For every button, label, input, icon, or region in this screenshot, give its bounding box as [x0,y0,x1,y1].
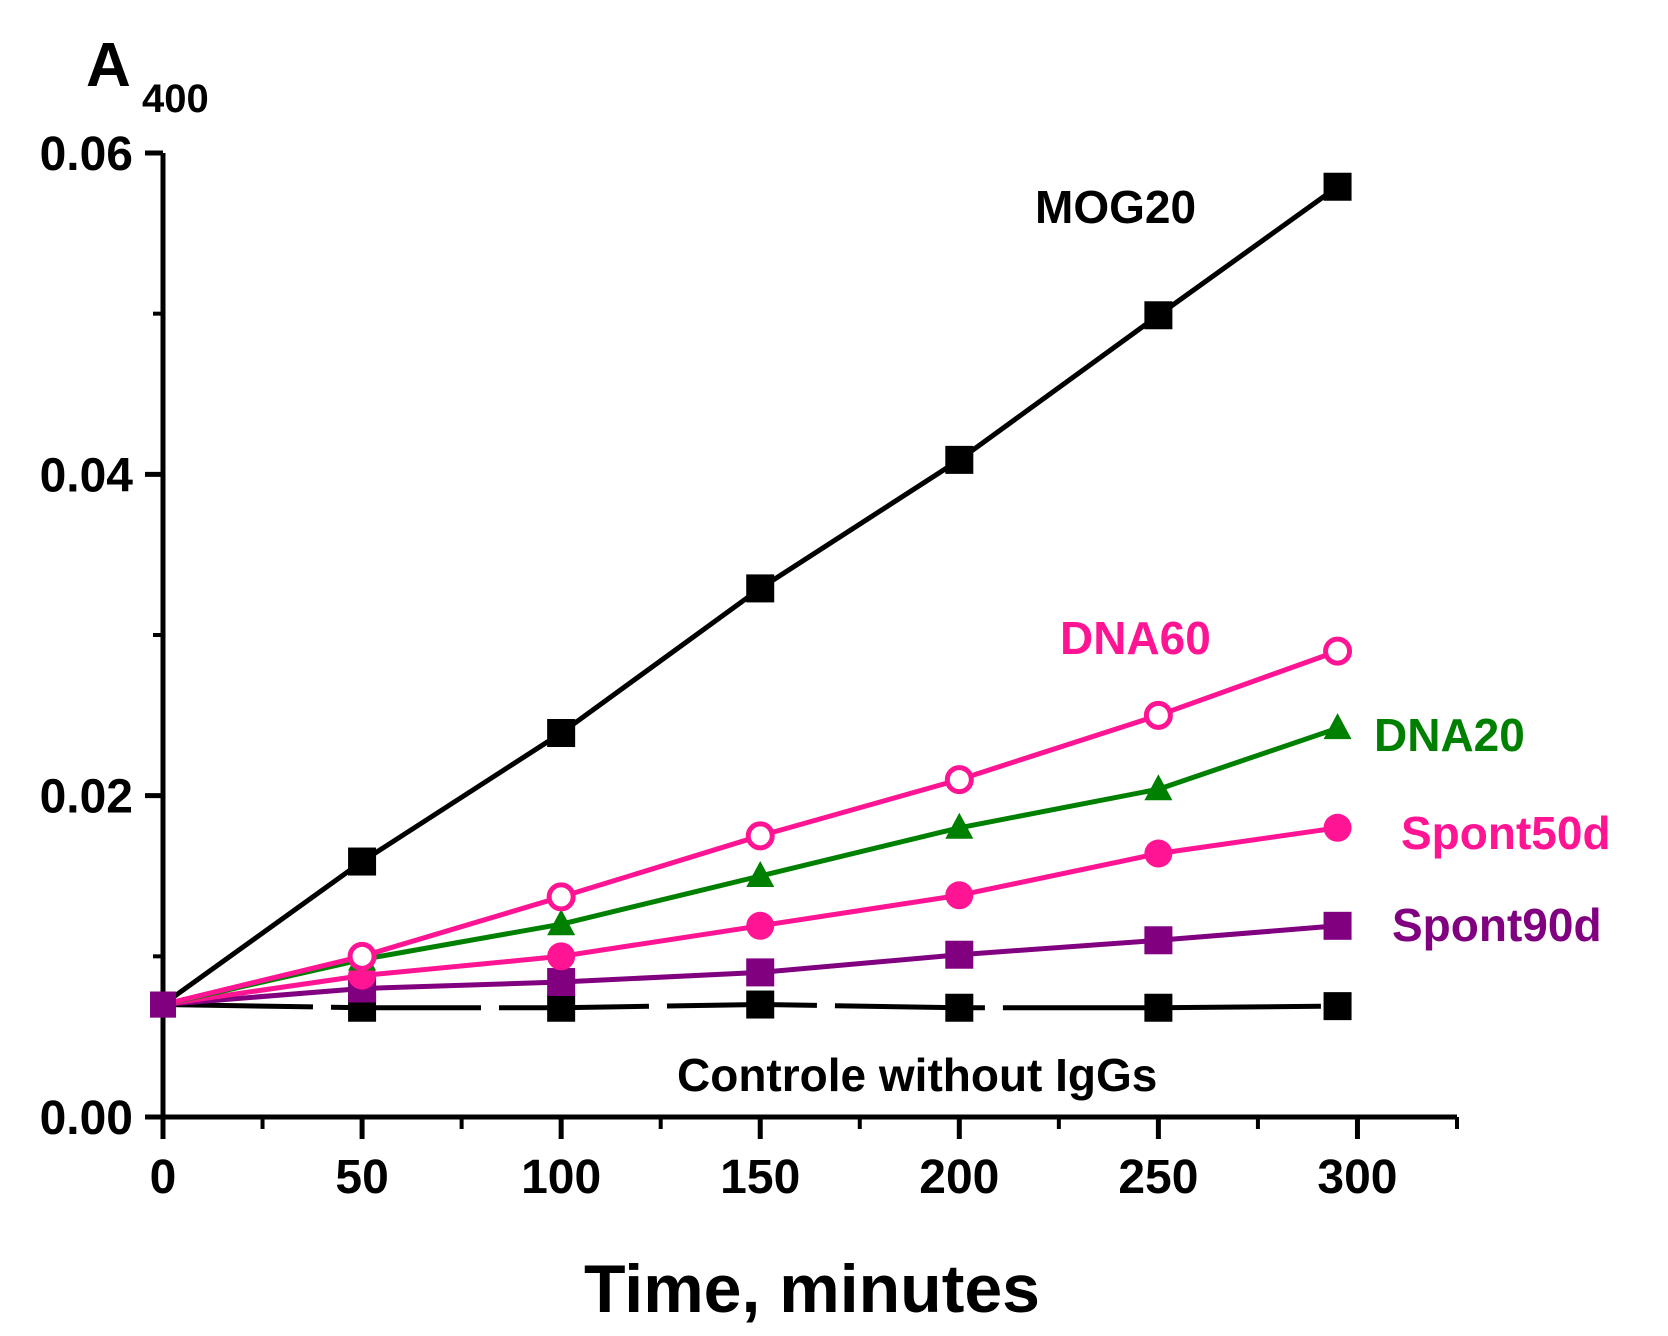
series-label-dna60: DNA60 [1060,612,1211,664]
data-point [547,942,576,971]
x-tick-label: 150 [720,1151,800,1204]
y-axis-title: A [86,31,131,100]
x-tick-label: 100 [521,1151,601,1204]
data-point [547,719,576,748]
y-axis-title-subscript: 400 [142,77,209,121]
y-tick-label: 0.00 [40,1092,133,1145]
data-point [746,861,775,887]
data-point [348,847,377,876]
x-tick-label: 0 [150,1151,177,1204]
data-point [1323,172,1352,201]
data-point [746,958,775,987]
data-point [1143,700,1173,730]
series-mog20 [150,172,1352,1018]
series-label-dna20: DNA20 [1374,709,1525,761]
data-point [1323,911,1352,940]
data-point [1144,993,1173,1022]
x-tick-label: 50 [335,1151,388,1204]
data-point [150,991,176,1018]
y-tick-label: 0.02 [40,771,133,824]
data-point [1144,839,1173,868]
data-point [1323,813,1352,842]
data-point [1323,713,1352,740]
data-point [547,909,576,936]
series-controle-without-iggs [150,990,1352,1022]
x-tick-label: 200 [919,1151,999,1204]
data-point [1323,992,1352,1021]
data-point [1323,636,1353,666]
data-point [945,812,974,839]
series-label-spont90d: Spont90d [1392,899,1602,951]
data-point [547,968,576,997]
y-tick-label: 0.06 [40,128,133,181]
data-point [347,941,377,971]
data-point [1144,774,1173,801]
data-point [746,911,775,940]
data-point [745,821,775,851]
axes: 0 50 100 150 200 250 300 0.00 0.02 0.04 0.06 [40,128,1459,1204]
data-point [944,765,974,795]
data-point [945,940,974,969]
data-point [1144,926,1173,955]
data-point [746,990,775,1019]
series-layer [150,172,1353,1022]
series-label-controle-without-iggs: Controle without IgGs [677,1049,1157,1101]
series-label-spont50d: Spont50d [1401,807,1611,859]
data-point [547,993,576,1022]
data-point [1144,301,1173,330]
labels-layer: A 400 Time, minutes MOG20 DNA60 DNA20 Spont… [86,31,1611,1327]
x-axis-title: Time, minutes [584,1251,1040,1327]
data-point [546,882,576,912]
data-point [945,993,974,1022]
data-point [945,881,974,910]
x-tick-label: 250 [1118,1151,1198,1204]
data-point [746,574,775,603]
x-tick-label: 300 [1317,1151,1397,1204]
series-label-mog20: MOG20 [1035,181,1196,233]
y-tick-label: 0.04 [40,449,134,502]
data-point [945,445,974,474]
